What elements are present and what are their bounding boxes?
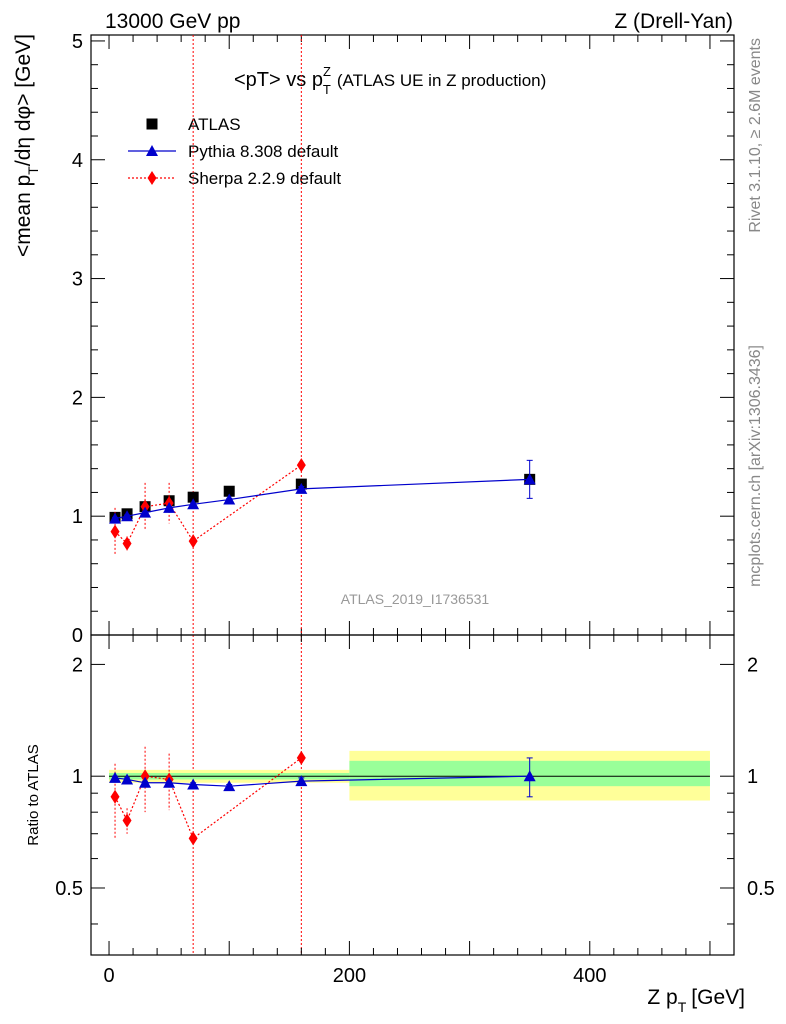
legend-marker-2 [147, 171, 157, 185]
x-axis-label: Z pT [GeV] [647, 986, 745, 1015]
main-y-tick-label: 1 [72, 506, 83, 528]
main-y-tick-label: 0 [72, 625, 83, 647]
header-left: 13000 GeV pp [105, 10, 240, 33]
ratio-sherpa-line [114, 757, 302, 840]
ratio-pythia-point [109, 771, 122, 783]
pythia-point [109, 512, 122, 524]
pythia-point [295, 482, 308, 494]
ratio-frame [90, 634, 735, 956]
atlas-point [187, 491, 199, 503]
legend: ATLAS Pythia 8.308 default Sherpa 2.2.9 de… [128, 115, 341, 188]
main-y-tick-label: 2 [72, 387, 83, 409]
x-tick-label: 400 [573, 965, 606, 987]
ratio-y-tick-label: 2 [72, 654, 83, 676]
ratio-pythia-point [295, 775, 308, 787]
ratio-y-tick-label-right: 1 [747, 766, 758, 788]
rivet-label: Rivet 3.1.10, ≥ 2.6M events [747, 38, 764, 233]
pythia-point [139, 506, 152, 518]
pythia-line [114, 478, 530, 520]
sherpa-point [110, 524, 120, 539]
main-plot: 0 1 2 3 4 5 [72, 31, 735, 955]
ratio-y-tick-label-right: 2 [747, 654, 758, 676]
ratio-pythia-point [523, 770, 536, 782]
ratio-ylabel: Ratio to ATLAS [25, 744, 42, 845]
ratio-pythia-point [223, 780, 236, 792]
atlas-point [223, 485, 235, 497]
mcplots-label: mcplots.cern.ch [arXiv:1306.3436] [747, 345, 764, 587]
pythia-point [223, 493, 236, 505]
ratio-sherpa-point [296, 750, 306, 765]
ratio-pythia-point [187, 778, 200, 790]
pythia-point [163, 501, 176, 513]
watermark: ATLAS_2019_I1736531 [341, 591, 490, 607]
x-tick-label: 200 [333, 965, 366, 987]
sherpa-point [296, 458, 306, 473]
ratio-pythia-point [139, 776, 152, 788]
ratio-pythia-point [163, 776, 176, 788]
legend-marker-0 [146, 118, 158, 130]
legend-label-2: Sherpa 2.2.9 default [188, 169, 341, 188]
sherpa-line [114, 464, 302, 545]
main-y-tick-label: 5 [72, 31, 83, 53]
header-right: Z (Drell-Yan) [614, 10, 733, 33]
main-y-tick-label: 4 [72, 150, 83, 172]
x-tick-label: 0 [103, 965, 114, 987]
sherpa-point [122, 536, 132, 551]
ratio-sherpa-point [140, 769, 150, 784]
ratio-y-tick-label: 0.5 [55, 878, 83, 900]
ratio-pythia-point [121, 773, 134, 785]
ratio-sherpa-point [110, 789, 120, 804]
main-y-tick-label: 3 [72, 269, 83, 291]
ratio-plot: 0 200 400 0.5 0.5 1 1 2 2 [55, 634, 775, 987]
pythia-point [187, 498, 200, 510]
legend-label-1: Pythia 8.308 default [188, 142, 339, 161]
main-title: <pT> vs pZ T (ATLAS UE in Z production) [234, 64, 546, 97]
ratio-y-tick-label: 1 [72, 766, 83, 788]
legend-label-0: ATLAS [188, 115, 241, 134]
main-ylabel: <mean pT/dη dφ> [GeV] [12, 34, 41, 257]
pythia-point [121, 510, 134, 522]
pythia-point [523, 473, 536, 485]
ratio-y-tick-label-right: 0.5 [747, 878, 775, 900]
ratio-sherpa-point [122, 813, 132, 828]
sherpa-point [188, 534, 198, 549]
legend-marker-1 [146, 145, 158, 156]
ratio-sherpa-point [188, 831, 198, 846]
